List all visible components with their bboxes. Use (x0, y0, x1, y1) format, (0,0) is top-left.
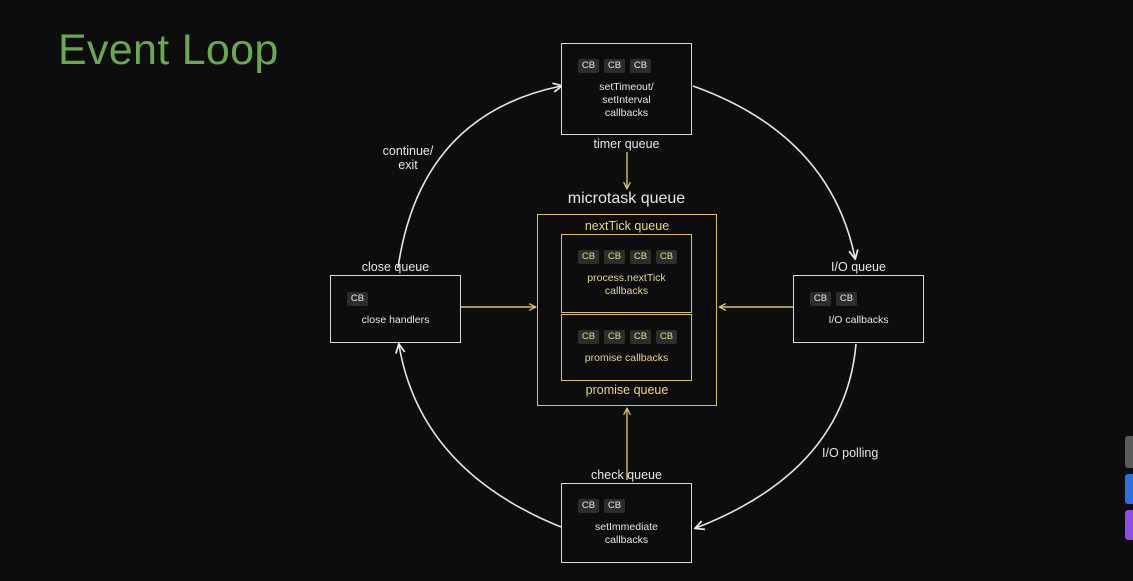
nexttick-queue-box: CB CB CB CB process.nextTick callbacks (561, 234, 692, 313)
callback-chip: CB (656, 330, 677, 344)
io-queue-box: CB CB I/O callbacks (793, 275, 924, 343)
callback-chip: CB (810, 292, 831, 306)
callback-chip: CB (578, 330, 599, 344)
check-queue-body: setImmediate callbacks (562, 521, 691, 547)
io-cb-row: CB CB (810, 292, 857, 306)
callback-chip: CB (578, 59, 599, 73)
close-queue-body: close handlers (331, 314, 460, 327)
microtask-queue-label: microtask queue (540, 190, 713, 208)
callback-chip: CB (604, 250, 625, 264)
callback-chip: CB (347, 292, 368, 306)
callback-chip: CB (630, 250, 651, 264)
callback-chip: CB (578, 250, 599, 264)
timer-queue-label: timer queue (561, 137, 692, 151)
callback-chip: CB (656, 250, 677, 264)
side-tab-gray[interactable] (1125, 436, 1133, 468)
io-queue-label: I/O queue (793, 260, 924, 274)
promise-queue-body: promise callbacks (562, 352, 691, 365)
nexttick-queue-label: nextTick queue (537, 219, 717, 233)
callback-chip: CB (604, 59, 625, 73)
check-queue-box: CB CB setImmediate callbacks (561, 483, 692, 563)
close-queue-label: close queue (330, 260, 461, 274)
arc-io-to-check (696, 344, 856, 528)
page-title: Event Loop (58, 26, 279, 75)
close-cb-row: CB (347, 292, 368, 306)
arc-timer-to-io (693, 86, 855, 258)
side-tab-purple[interactable] (1125, 510, 1133, 540)
check-cb-row: CB CB (578, 499, 625, 513)
callback-chip: CB (630, 59, 651, 73)
io-polling-label: I/O polling (822, 446, 878, 460)
promise-queue-box: CB CB CB CB promise callbacks (561, 314, 692, 381)
side-tab-blue[interactable] (1125, 474, 1133, 504)
callback-chip: CB (836, 292, 857, 306)
close-queue-box: CB close handlers (330, 275, 461, 343)
callback-chip: CB (604, 330, 625, 344)
nexttick-cb-row: CB CB CB CB (578, 250, 677, 264)
io-queue-body: I/O callbacks (794, 314, 923, 327)
timer-queue-body: setTimeout/ setInterval callbacks (562, 81, 691, 120)
timer-cb-row: CB CB CB (578, 59, 651, 73)
callback-chip: CB (604, 499, 625, 513)
timer-queue-box: CB CB CB setTimeout/ setInterval callbac… (561, 43, 692, 135)
promise-cb-row: CB CB CB CB (578, 330, 677, 344)
check-queue-label: check queue (561, 468, 692, 482)
callback-chip: CB (630, 330, 651, 344)
nexttick-queue-body: process.nextTick callbacks (562, 272, 691, 298)
callback-chip: CB (578, 499, 599, 513)
continue-exit-label: continue/ exit (368, 144, 448, 172)
promise-queue-label: promise queue (537, 383, 717, 397)
